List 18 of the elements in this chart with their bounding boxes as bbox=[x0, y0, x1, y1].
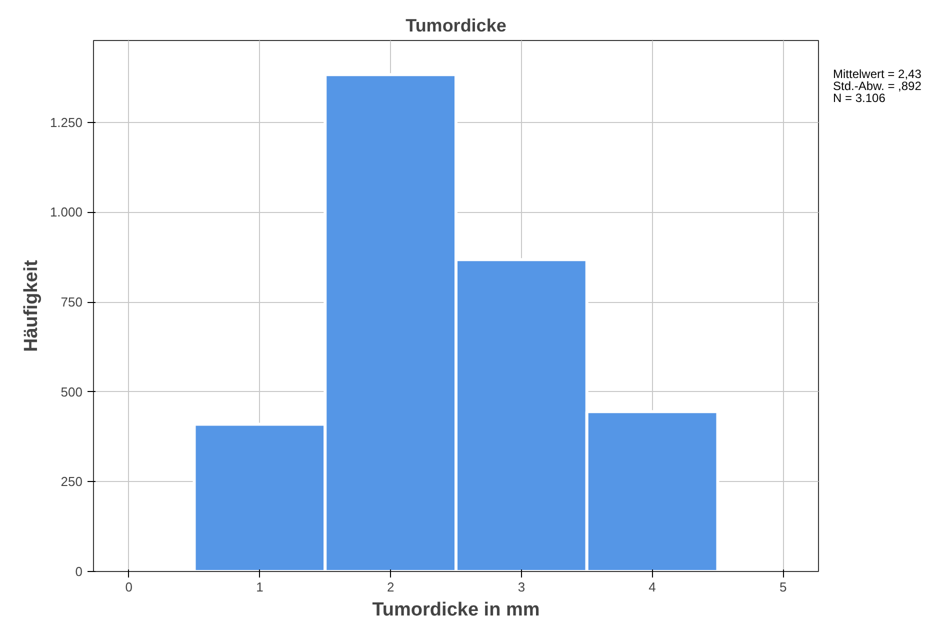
y-tick-label: 1.250 bbox=[50, 114, 83, 130]
x-tick-label: 5 bbox=[780, 580, 787, 594]
text: N = 3.106 bbox=[833, 91, 886, 105]
y-tick-label: 750 bbox=[60, 294, 83, 310]
x-tick-label: 2 bbox=[386, 580, 394, 594]
text: Std.-Abw. = ,892 bbox=[833, 79, 922, 93]
x-axis-title: Tumordicke in mm bbox=[372, 600, 540, 620]
x-tick-label: 4 bbox=[648, 580, 656, 594]
y-tick-label: 500 bbox=[60, 384, 83, 400]
x-tick-label: 0 bbox=[125, 580, 132, 594]
y-tick-label: 1.000 bbox=[50, 204, 83, 220]
chart-title: Tumordicke bbox=[406, 16, 506, 36]
y-axis-title: Häufigkeit bbox=[20, 259, 42, 352]
x-tick-label: 3 bbox=[518, 580, 526, 594]
y-tick-label: 250 bbox=[60, 474, 83, 490]
x-tick-label: 1 bbox=[256, 580, 264, 594]
text: Mittelwert = 2,43 bbox=[833, 67, 922, 81]
y-tick-label: 0 bbox=[75, 564, 83, 579]
